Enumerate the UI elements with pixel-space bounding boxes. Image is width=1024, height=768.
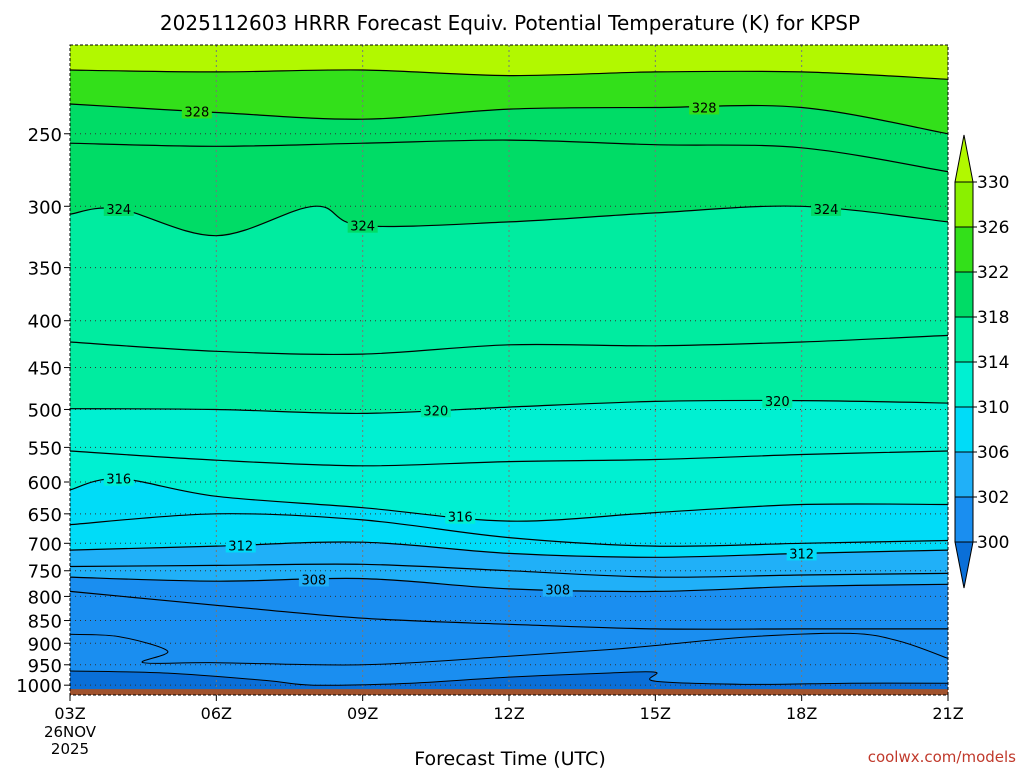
contour-label-bg <box>445 508 476 524</box>
colorbar-swatch <box>954 271 974 318</box>
terrain <box>70 689 948 695</box>
contour-label-bg <box>225 537 256 553</box>
isentrope-lines <box>70 69 948 686</box>
colorbar-label: 300 <box>977 533 1009 553</box>
isentrope-line <box>70 450 948 467</box>
y-tick-label: 400 <box>28 312 62 333</box>
terrain-fill <box>70 689 948 695</box>
contour-label-bg <box>103 200 134 216</box>
x-tick-label: 15Z <box>640 704 671 723</box>
isentrope-line <box>70 334 948 356</box>
credit-label: coolwx.com/models <box>868 748 1016 766</box>
colorbar-label: 322 <box>977 263 1009 283</box>
chart-title: 2025112603 HRRR Forecast Equiv. Potentia… <box>160 11 860 35</box>
contour-label-bg <box>762 392 793 408</box>
colorbar: 330 326 322 318 314 310 306 302 300 <box>954 134 1009 589</box>
start-year-label: 2025 <box>51 740 89 758</box>
isentrope-line <box>70 478 948 522</box>
contour-label-bg <box>689 99 720 115</box>
isentrope-line <box>70 590 948 630</box>
colorbar-label: 326 <box>977 218 1009 238</box>
contour-label: 320 <box>423 404 448 419</box>
contour-label-bg <box>181 103 212 119</box>
y-tick-label: 850 <box>28 612 62 633</box>
colorbar-arrow-top <box>954 134 974 183</box>
contour-label: 316 <box>106 473 131 488</box>
isentrope-line <box>70 69 948 80</box>
x-tick-label: 18Z <box>786 704 817 723</box>
contour-label: 324 <box>814 203 839 218</box>
x-tick-label: 03Z <box>54 704 85 723</box>
contour-label-bg <box>103 470 134 486</box>
contour-label-bg <box>786 545 817 561</box>
colorbar-label: 302 <box>977 488 1009 508</box>
x-tick-label: 12Z <box>493 704 524 723</box>
colorbar-arrow-bottom <box>954 541 974 589</box>
colorbar-swatch <box>954 316 974 363</box>
colorbar-label: 314 <box>977 353 1009 373</box>
y-tick-label: 950 <box>28 656 62 677</box>
y-tick-label: 500 <box>28 400 62 421</box>
colorbar-label: 330 <box>977 173 1009 193</box>
y-tick-label: 550 <box>28 438 62 459</box>
colorbar-swatch <box>954 361 974 408</box>
contour-label: 308 <box>545 584 570 599</box>
isentrope-line <box>70 205 948 237</box>
isentrope-line <box>70 576 948 593</box>
contour-label: 324 <box>350 220 375 235</box>
y-tick-label: 600 <box>28 473 62 494</box>
start-date-label: 26NOV <box>44 723 97 741</box>
contour-label-bg <box>298 571 329 587</box>
contour-label-bg <box>811 200 842 216</box>
y-tick-label: 800 <box>28 587 62 608</box>
contour-label-bg <box>542 581 573 597</box>
contour-label: 328 <box>184 105 209 120</box>
isentrope-line <box>70 399 948 415</box>
contour-label: 320 <box>765 395 790 410</box>
contour-label: 312 <box>228 539 253 554</box>
contour-fills <box>70 45 948 695</box>
y-tick-label: 650 <box>28 505 62 526</box>
x-tick-label: 06Z <box>201 704 232 723</box>
colorbar-swatch <box>954 406 974 453</box>
contour-label: 308 <box>301 573 326 588</box>
y-tick-label: 300 <box>28 197 62 218</box>
colorbar-label: 310 <box>977 398 1009 418</box>
y-tick-label: 1000 <box>16 676 62 697</box>
y-tick-label: 750 <box>28 562 62 583</box>
x-tick-label: 21Z <box>932 704 963 723</box>
contour-label-bg <box>347 217 378 233</box>
colorbar-label: 318 <box>977 308 1009 328</box>
isentrope-line <box>70 670 948 686</box>
y-tick-label: 700 <box>28 534 62 555</box>
isentrope-line <box>70 513 948 547</box>
isentrope-line <box>70 103 948 135</box>
y-tick-label: 350 <box>28 259 62 280</box>
y-tick-label: 250 <box>28 125 62 146</box>
y-tick-label: 900 <box>28 634 62 655</box>
x-tick-label: 09Z <box>347 704 378 723</box>
y-tick-label: 450 <box>28 359 62 380</box>
colorbar-swatch <box>954 451 974 498</box>
contour-label: 312 <box>789 547 814 562</box>
isentrope-line <box>70 563 948 578</box>
colorbar-swatch <box>954 181 974 228</box>
contour-label: 324 <box>106 203 131 218</box>
contour-label-bg <box>420 402 451 418</box>
isentrope-labels: 328 328 324 324 324 320 320 316 316 312 312 308 308 <box>103 99 842 599</box>
colorbar-swatch <box>954 226 974 273</box>
contour-label: 328 <box>692 101 717 116</box>
isentrope-line <box>70 632 948 666</box>
axes: 2503003504004505005506006507007508008509… <box>16 125 964 723</box>
contour-label: 316 <box>448 511 473 526</box>
colorbar-label: 306 <box>977 443 1009 463</box>
colorbar-swatch <box>954 496 974 543</box>
x-axis-label: Forecast Time (UTC) <box>414 748 605 768</box>
isentrope-line <box>70 139 948 173</box>
